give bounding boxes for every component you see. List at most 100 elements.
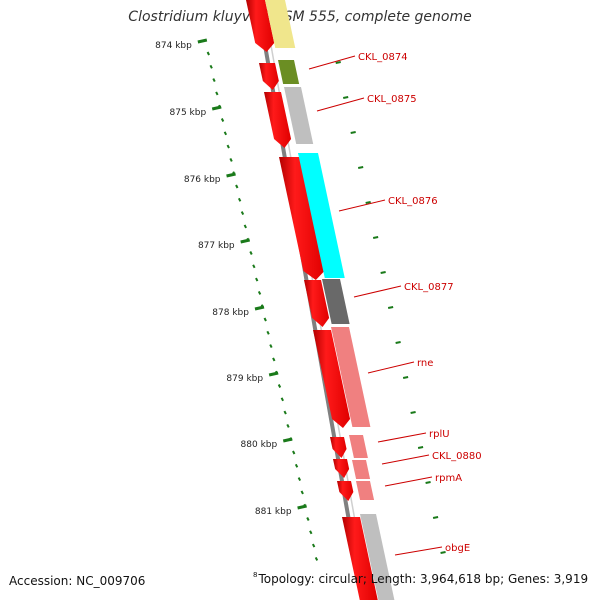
scale-minor-tick [272, 357, 276, 362]
scale-minor-tick [274, 370, 279, 375]
scale-minor-tick [260, 304, 265, 309]
scale-tick-label: 876 kbp [184, 175, 221, 185]
footnote-mark: 8 [253, 571, 258, 579]
scale-tick-label: 875 kbp [170, 108, 207, 118]
scale-minor-tick [240, 211, 245, 216]
accession-label: Accession: NC_009706 [9, 574, 146, 588]
gene-block-rne [331, 327, 371, 427]
outer-tick [410, 411, 416, 414]
scale-tick-label: 877 kbp [198, 241, 235, 251]
gene-label: CKL_0876 [388, 196, 438, 207]
cds-arrow [304, 280, 330, 327]
scale-minor-tick [269, 344, 273, 349]
cds-arrow [279, 157, 325, 280]
scale-minor-tick [289, 437, 293, 442]
scale-minor-tick [311, 543, 316, 548]
scale-minor-tick [277, 384, 282, 388]
cds-arrow [313, 330, 351, 428]
scale-tick-label: 880 kbp [241, 440, 278, 450]
scale-minor-tick [280, 397, 284, 402]
scale-minor-tick [257, 290, 262, 295]
cds-arrow [246, 0, 275, 52]
scale-minor-tick [283, 410, 287, 415]
scale-minor-tick [243, 224, 247, 229]
gene-block-ckl-0877 [322, 279, 350, 324]
scale-minor-tick [255, 277, 259, 282]
outer-tick [417, 446, 424, 449]
gene-block-rpma [356, 481, 375, 500]
scale-minor-tick [218, 104, 222, 109]
cds-arrow [333, 459, 350, 478]
scale-minor-tick [232, 171, 236, 176]
scale-minor-tick [292, 450, 296, 455]
outer-tick [343, 96, 349, 99]
gene-block-rplu [349, 435, 368, 458]
scale-minor-tick [252, 264, 256, 269]
outer-tick [440, 551, 446, 554]
scale-minor-tick [206, 51, 210, 56]
scale-minor-tick [263, 317, 267, 322]
gene-block-ckl-0876 [298, 153, 345, 278]
scale-minor-tick [235, 184, 239, 189]
scale-minor-tick [220, 118, 225, 122]
outer-tick [425, 481, 431, 484]
scale-ticks: 874 kbp 875 kbp 876 kbp 877 kbp 878 kbp 879 k… [155, 38, 446, 561]
scale-tick-label: 874 kbp [155, 41, 192, 51]
cds-arrow [337, 481, 354, 501]
topology-label: 8Topology: circular; Length: 3,964,618 b… [253, 571, 589, 586]
gene-label-leader [353, 285, 402, 298]
gene-label: obgE [445, 543, 470, 554]
outer-tick [357, 166, 364, 169]
gene-block-ckl-0880 [352, 460, 371, 479]
gene-label: CKL_0880 [432, 451, 482, 462]
gene-label: CKL_0875 [367, 94, 417, 105]
outer-tick [350, 131, 356, 134]
scale-minor-tick [300, 490, 304, 495]
scale-minor-tick [237, 197, 242, 202]
gene-label-leader [377, 432, 427, 443]
scale-tick-label: 878 kbp [212, 308, 249, 318]
scale-minor-tick [215, 91, 219, 96]
scale-minor-tick [249, 251, 253, 255]
gene-label: CKL_0874 [358, 52, 408, 63]
gene-label-leader [308, 55, 356, 70]
gene-label-leader [316, 97, 365, 112]
outer-tick [335, 61, 341, 64]
topology-text: Topology: circular; Length: 3,964,618 bp… [258, 572, 589, 586]
scale-minor-tick [294, 463, 299, 468]
gene-label: CKL_0877 [404, 282, 454, 293]
gene-block-ckl-0875 [284, 87, 314, 144]
scale-minor-tick [209, 64, 213, 69]
outer-tick [402, 376, 409, 379]
gene-track [265, 0, 395, 600]
scale-minor-tick [212, 78, 216, 83]
outer-tick [387, 306, 394, 309]
gene-label-leader [367, 361, 415, 374]
gene-label-leader [384, 476, 433, 487]
outer-tick [365, 201, 371, 204]
gene-label-leader [394, 546, 443, 556]
gene-block-obge [360, 514, 395, 600]
cds-strand [246, 0, 378, 600]
scale-tick-label: 881 kbp [255, 507, 292, 517]
gene-label: rplU [429, 429, 450, 440]
cds-arrow [330, 437, 347, 458]
scale-minor-tick [246, 237, 250, 242]
scale-minor-tick [226, 144, 230, 149]
cds-arrow [264, 92, 292, 148]
scale-major-tick [197, 38, 208, 44]
outer-tick [380, 271, 386, 274]
map-title: Clostridium kluyveri DSM 555, complete g… [128, 9, 472, 25]
gene-block-partial [265, 0, 296, 48]
scale-tick-label: 879 kbp [226, 374, 263, 384]
scale-minor-tick [286, 423, 290, 428]
cds-arrow [259, 63, 279, 90]
scale-minor-tick [309, 530, 313, 535]
gene-label: rne [417, 358, 433, 369]
gene-label-leader [381, 454, 430, 465]
cds-arrow [342, 517, 378, 600]
scale-minor-tick [266, 330, 270, 335]
gene-block-ckl-0874 [278, 60, 300, 84]
